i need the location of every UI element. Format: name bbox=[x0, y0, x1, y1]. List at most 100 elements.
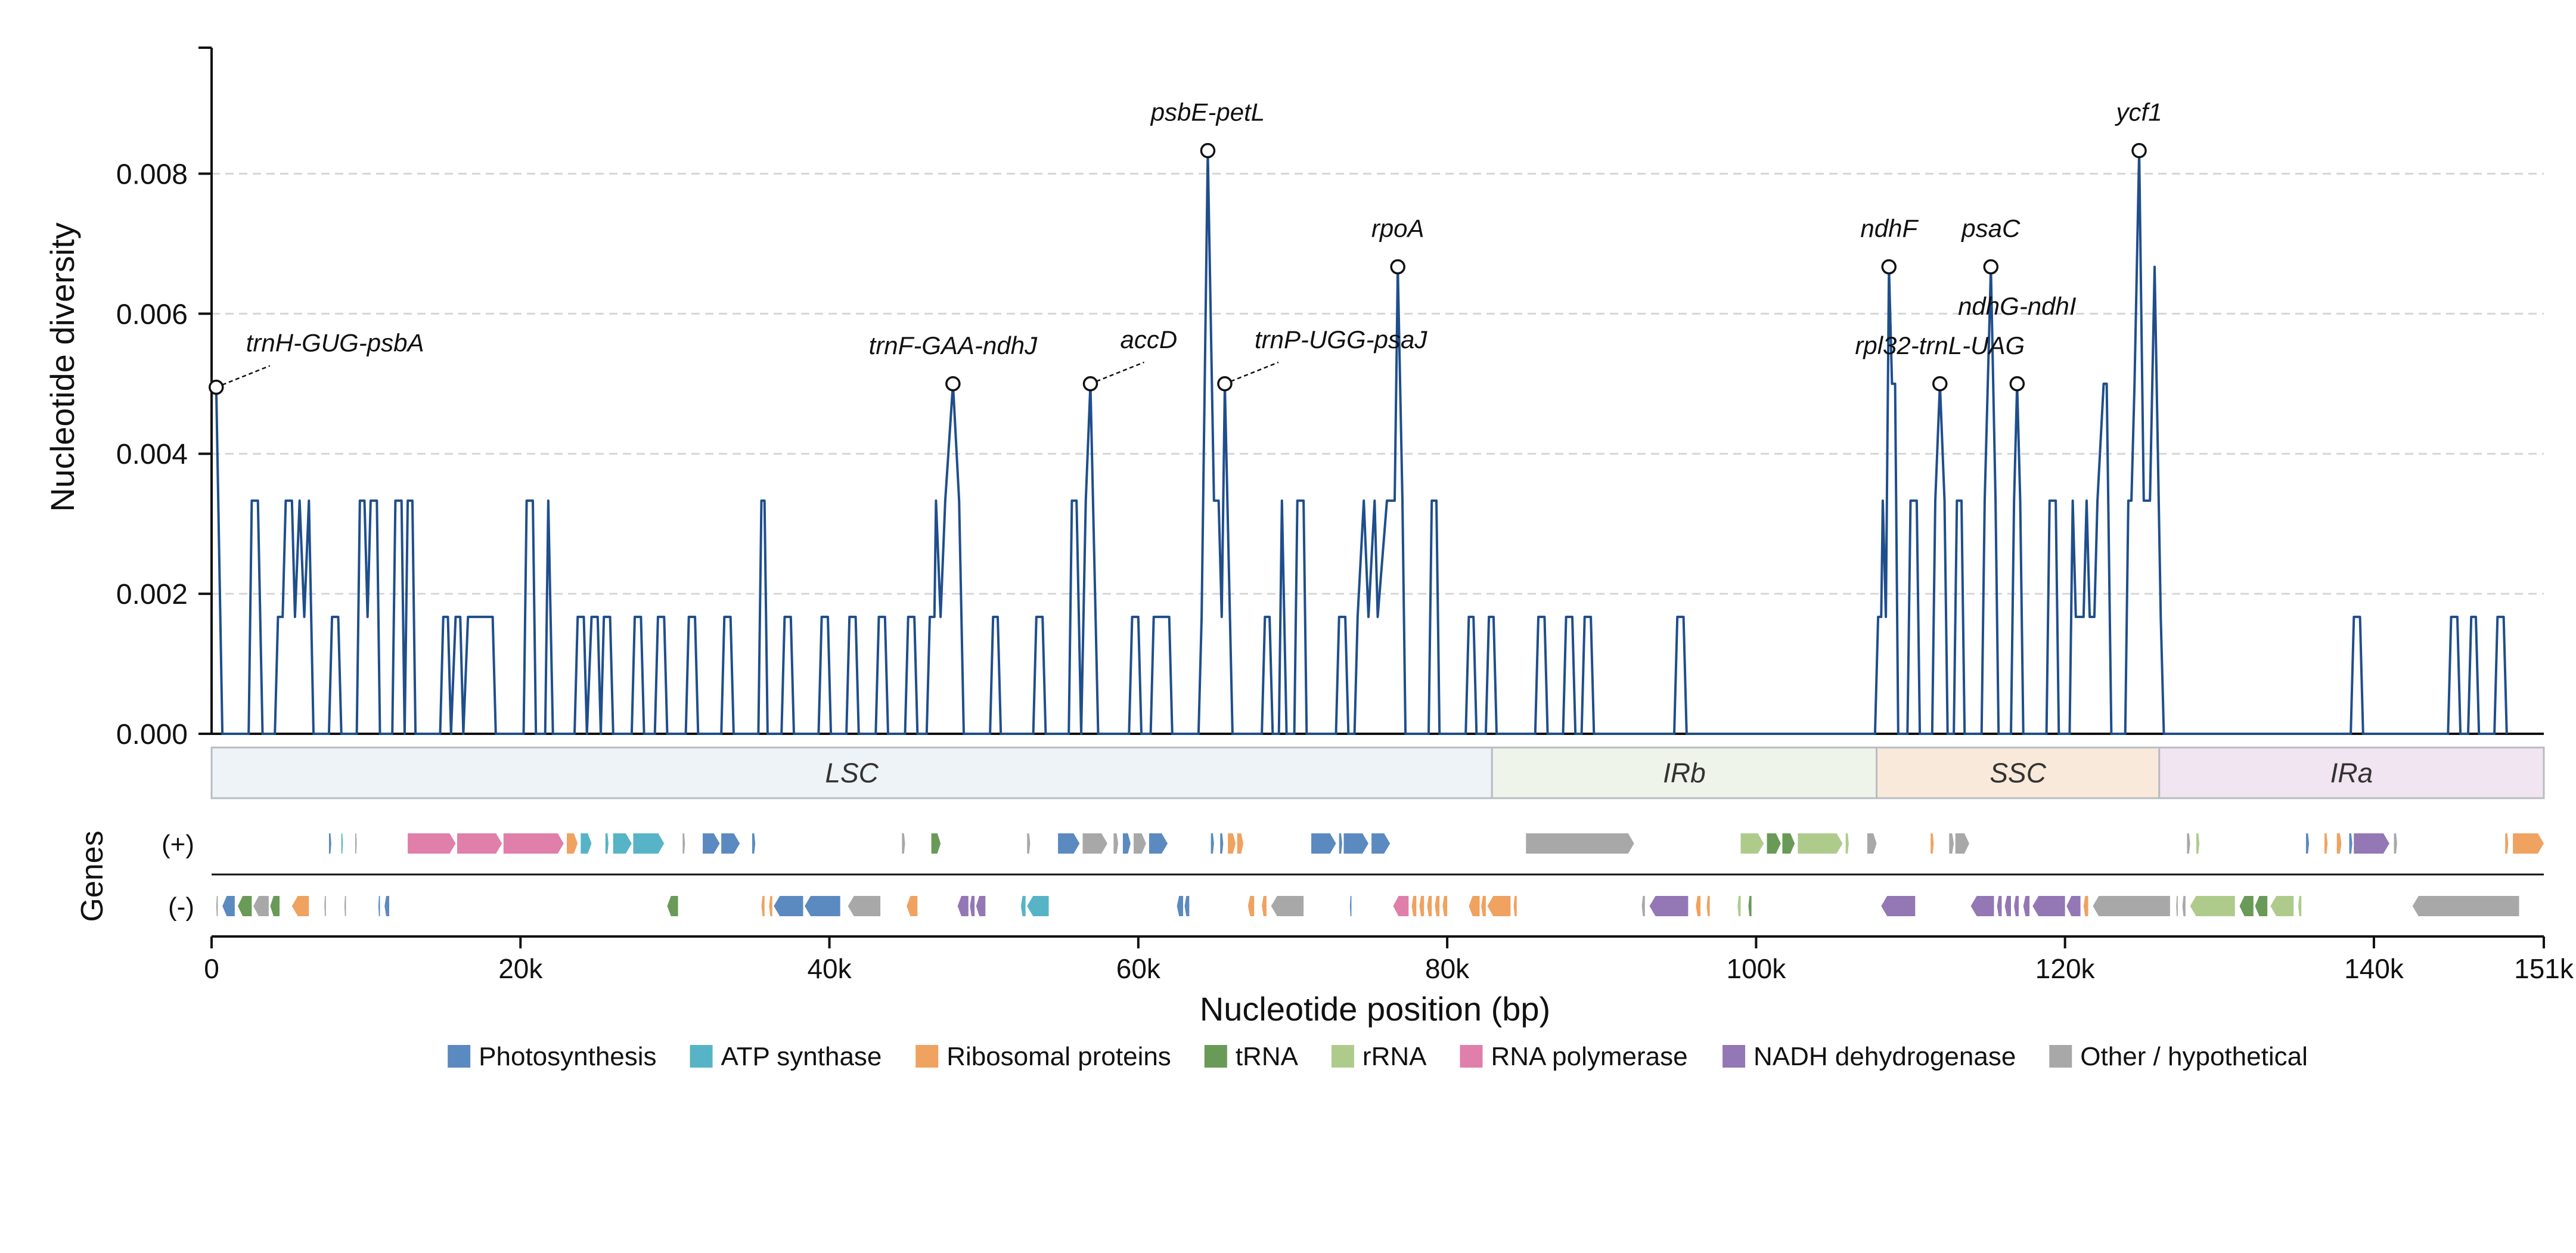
gene-plus bbox=[2354, 833, 2389, 854]
gene-minus bbox=[1737, 896, 1741, 916]
peak-marker bbox=[1200, 142, 1216, 159]
peak-label: ndhG-ndhI bbox=[1958, 292, 2077, 320]
gene-plus bbox=[2187, 833, 2190, 854]
legend-swatch-atp bbox=[690, 1045, 713, 1068]
gene-minus bbox=[1027, 896, 1049, 916]
minus-strand-label: (-) bbox=[168, 892, 194, 922]
peak-label: trnF-GAA-ndhJ bbox=[869, 331, 1038, 359]
peak-label: rpl32-trnL-UAG bbox=[1855, 331, 2025, 359]
gene-plus bbox=[1867, 833, 1877, 854]
gene-minus bbox=[1970, 896, 1994, 916]
gene-plus bbox=[1113, 833, 1119, 854]
gene-minus bbox=[1706, 896, 1710, 916]
y-tick-label: 0.004 bbox=[116, 439, 188, 470]
x-axis-label: Nucleotide position (bp) bbox=[1200, 990, 1550, 1028]
peak-label: ndhF bbox=[1860, 215, 1919, 243]
legend-label-ndh: NADH dehydrogenase bbox=[1753, 1042, 2016, 1071]
region-label: SSC bbox=[1990, 758, 2046, 789]
gene-minus bbox=[2298, 896, 2302, 916]
legend-label-ribo: Ribosomal proteins bbox=[946, 1042, 1171, 1071]
gene-plus bbox=[1782, 833, 1795, 854]
gene-minus bbox=[2190, 896, 2235, 916]
x-tick-label: 60k bbox=[1116, 953, 1161, 984]
peak-leader bbox=[1096, 361, 1144, 382]
gene-plus bbox=[2196, 833, 2200, 854]
gene-plus bbox=[605, 833, 609, 854]
gene-plus bbox=[1027, 833, 1031, 854]
gene-minus bbox=[1184, 896, 1190, 916]
gene-plus bbox=[633, 833, 665, 854]
gene-minus bbox=[1481, 896, 1486, 916]
gene-minus bbox=[1020, 896, 1026, 916]
gene-minus bbox=[238, 896, 252, 916]
gene-plus bbox=[567, 833, 578, 854]
x-axis: 0 20k 40k 60k 80k 100k 120k 140k 151k bbox=[204, 935, 2574, 984]
legend-swatch-photo bbox=[448, 1045, 471, 1068]
gene-minus bbox=[253, 896, 269, 916]
gene-plus bbox=[408, 833, 456, 854]
gene-plus bbox=[682, 833, 685, 854]
peak-marker bbox=[209, 379, 224, 395]
gene-minus bbox=[1997, 896, 2002, 916]
peak-label: rpoA bbox=[1371, 215, 1424, 243]
gene-plus bbox=[328, 833, 331, 854]
gene-plus bbox=[1134, 833, 1146, 854]
gene-minus bbox=[1487, 896, 1511, 916]
x-tick-label: 80k bbox=[1425, 953, 1470, 984]
gene-minus bbox=[1262, 896, 1267, 916]
x-tick-label: 0 bbox=[204, 953, 219, 984]
gene-minus bbox=[1881, 896, 1916, 916]
gene-minus bbox=[1649, 896, 1689, 916]
gene-plus bbox=[2336, 833, 2342, 854]
gene-plus bbox=[2349, 833, 2352, 854]
x-tick-label: 120k bbox=[2035, 953, 2096, 984]
gene-minus bbox=[2032, 896, 2065, 916]
peak-label: psaC bbox=[1960, 215, 2021, 243]
x-tick-label: 40k bbox=[807, 953, 852, 984]
gene-minus bbox=[1427, 896, 1432, 916]
y-axis: 0.000 0.002 0.004 0.006 0.008 bbox=[116, 46, 2544, 750]
gene-minus bbox=[970, 896, 975, 916]
gene-plus bbox=[1767, 833, 1781, 854]
legend-label-other: Other / hypothetical bbox=[2080, 1042, 2308, 1071]
gene-plus bbox=[341, 833, 343, 854]
gene-plus bbox=[2394, 833, 2397, 854]
gene-minus bbox=[2182, 896, 2186, 916]
gene-minus bbox=[1271, 896, 1304, 916]
legend-swatch-ndh bbox=[1722, 1045, 1746, 1068]
gene-plus bbox=[1343, 833, 1368, 854]
legend-label-rnap: RNA polymerase bbox=[1491, 1042, 1687, 1071]
peak-label: accD bbox=[1121, 325, 1178, 353]
gene-minus bbox=[1411, 896, 1417, 916]
gene-minus bbox=[2255, 896, 2268, 916]
gene-minus bbox=[957, 896, 969, 916]
gene-plus bbox=[613, 833, 632, 854]
legend-swatch-rnap bbox=[1460, 1045, 1483, 1068]
legend: Photosynthesis ATP synthase Ribosomal prot… bbox=[448, 1042, 2308, 1071]
gene-minus bbox=[1641, 896, 1645, 916]
peak-marker bbox=[1983, 259, 1999, 275]
gene-minus bbox=[1419, 896, 1424, 916]
gene-plus bbox=[1220, 833, 1224, 854]
gene-minus bbox=[2270, 896, 2294, 916]
peak-label: trnH-GUG-psbA bbox=[246, 329, 424, 357]
gene-plus bbox=[1058, 833, 1080, 854]
region-ira bbox=[2158, 746, 2545, 799]
legend-label-photo: Photosynthesis bbox=[479, 1042, 656, 1071]
region-lsc bbox=[210, 746, 1493, 799]
gene-minus bbox=[1349, 896, 1352, 916]
peak-marker bbox=[945, 376, 961, 392]
gene-minus bbox=[222, 896, 235, 916]
gene-plus bbox=[752, 833, 756, 854]
gene-minus bbox=[805, 896, 840, 916]
gene-minus bbox=[2066, 896, 2081, 916]
gene-minus bbox=[774, 896, 803, 916]
y-tick-label: 0.002 bbox=[116, 579, 188, 610]
gene-minus bbox=[2014, 896, 2019, 916]
gene-plus bbox=[2513, 833, 2544, 854]
gene-minus bbox=[216, 896, 218, 916]
x-tick-label: 151k bbox=[2514, 953, 2574, 984]
gene-minus bbox=[1442, 896, 1448, 916]
gene-plus bbox=[1845, 833, 1849, 854]
gene-minus bbox=[2176, 896, 2178, 916]
